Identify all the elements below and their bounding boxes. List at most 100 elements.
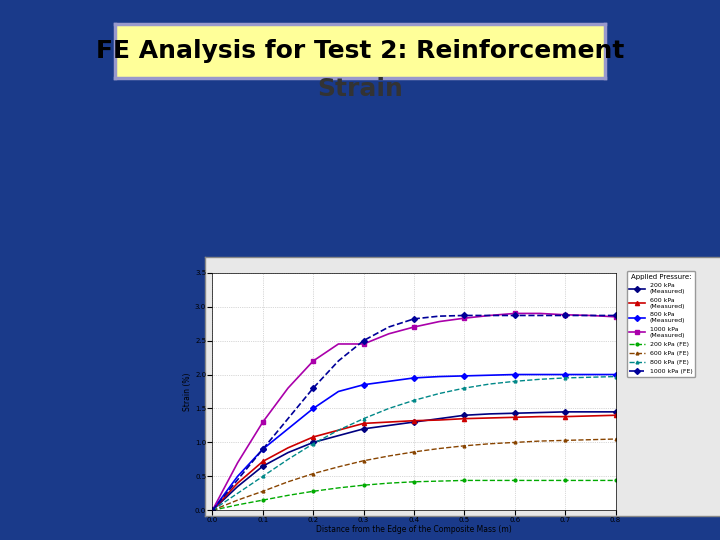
1000 kPa
(Measured) xyxy=(611,314,620,320)
1000 kPa (FE) xyxy=(510,312,519,319)
800 kPa
(Measured) xyxy=(460,373,469,379)
1000 kPa (FE) xyxy=(586,312,595,319)
600 kPa
(Measured) xyxy=(334,427,343,434)
1000 kPa (FE) xyxy=(611,312,620,319)
200 kPa (FE) xyxy=(284,492,292,498)
1000 kPa
(Measured) xyxy=(284,385,292,392)
800 kPa (FE) xyxy=(611,373,620,380)
1000 kPa (FE) xyxy=(536,312,544,319)
X-axis label: Distance from the Edge of the Composite Mass (m): Distance from the Edge of the Composite … xyxy=(316,525,512,534)
600 kPa (FE) xyxy=(334,464,343,470)
800 kPa (FE) xyxy=(586,374,595,381)
1000 kPa (FE) xyxy=(233,476,242,483)
Line: 600 kPa (FE): 600 kPa (FE) xyxy=(211,437,617,512)
200 kPa
(Measured) xyxy=(510,410,519,416)
1000 kPa
(Measured) xyxy=(410,324,418,330)
800 kPa
(Measured) xyxy=(208,507,217,514)
600 kPa (FE) xyxy=(359,457,368,464)
600 kPa
(Measured) xyxy=(435,417,444,423)
200 kPa (FE) xyxy=(208,507,217,514)
200 kPa (FE) xyxy=(586,477,595,484)
1000 kPa (FE) xyxy=(485,312,494,319)
200 kPa (FE) xyxy=(384,480,393,487)
600 kPa (FE) xyxy=(284,478,292,485)
600 kPa (FE) xyxy=(485,441,494,447)
1000 kPa (FE) xyxy=(384,324,393,330)
200 kPa
(Measured) xyxy=(359,426,368,432)
600 kPa
(Measured) xyxy=(460,415,469,422)
1000 kPa (FE) xyxy=(208,507,217,514)
200 kPa (FE) xyxy=(611,477,620,484)
200 kPa
(Measured) xyxy=(586,409,595,415)
600 kPa
(Measured) xyxy=(410,417,418,424)
1000 kPa
(Measured) xyxy=(384,330,393,337)
200 kPa (FE) xyxy=(309,488,318,495)
600 kPa (FE) xyxy=(536,438,544,444)
600 kPa
(Measured) xyxy=(384,419,393,426)
600 kPa
(Measured) xyxy=(485,415,494,421)
600 kPa (FE) xyxy=(384,453,393,459)
600 kPa
(Measured) xyxy=(510,414,519,421)
600 kPa
(Measured) xyxy=(233,480,242,487)
Text: Strain: Strain xyxy=(317,77,403,101)
600 kPa (FE) xyxy=(410,449,418,455)
200 kPa (FE) xyxy=(485,477,494,484)
1000 kPa
(Measured) xyxy=(258,419,267,426)
1000 kPa (FE) xyxy=(284,415,292,422)
Line: 200 kPa
(Measured): 200 kPa (Measured) xyxy=(210,410,618,512)
600 kPa (FE) xyxy=(309,470,318,477)
200 kPa (FE) xyxy=(233,502,242,508)
1000 kPa (FE) xyxy=(435,313,444,319)
1000 kPa (FE) xyxy=(460,312,469,319)
200 kPa (FE) xyxy=(561,477,570,484)
Y-axis label: Strain (%): Strain (%) xyxy=(183,372,192,411)
800 kPa
(Measured) xyxy=(510,372,519,378)
800 kPa (FE) xyxy=(536,376,544,382)
1000 kPa
(Measured) xyxy=(359,341,368,347)
1000 kPa (FE) xyxy=(410,315,418,322)
600 kPa (FE) xyxy=(208,507,217,514)
800 kPa (FE) xyxy=(435,390,444,397)
800 kPa (FE) xyxy=(410,397,418,403)
200 kPa
(Measured) xyxy=(309,439,318,446)
600 kPa
(Measured) xyxy=(611,412,620,418)
200 kPa
(Measured) xyxy=(485,410,494,417)
Line: 200 kPa (FE): 200 kPa (FE) xyxy=(211,479,617,512)
200 kPa
(Measured) xyxy=(284,449,292,456)
200 kPa
(Measured) xyxy=(460,412,469,418)
600 kPa
(Measured) xyxy=(561,414,570,420)
800 kPa (FE) xyxy=(258,473,267,480)
800 kPa (FE) xyxy=(384,405,393,411)
800 kPa (FE) xyxy=(233,490,242,497)
800 kPa
(Measured) xyxy=(561,372,570,378)
800 kPa
(Measured) xyxy=(258,446,267,453)
600 kPa
(Measured) xyxy=(359,420,368,427)
600 kPa (FE) xyxy=(435,446,444,452)
200 kPa
(Measured) xyxy=(410,419,418,426)
1000 kPa (FE) xyxy=(309,385,318,392)
200 kPa
(Measured) xyxy=(435,415,444,422)
200 kPa
(Measured) xyxy=(561,409,570,415)
200 kPa (FE) xyxy=(359,482,368,488)
1000 kPa
(Measured) xyxy=(334,341,343,347)
600 kPa
(Measured) xyxy=(208,507,217,514)
800 kPa
(Measured) xyxy=(435,373,444,380)
Line: 800 kPa (FE): 800 kPa (FE) xyxy=(211,375,617,512)
600 kPa
(Measured) xyxy=(284,444,292,451)
800 kPa (FE) xyxy=(309,441,318,447)
1000 kPa
(Measured) xyxy=(586,312,595,319)
800 kPa (FE) xyxy=(284,456,292,463)
800 kPa
(Measured) xyxy=(384,378,393,384)
1000 kPa (FE) xyxy=(334,357,343,364)
800 kPa
(Measured) xyxy=(359,381,368,388)
1000 kPa
(Measured) xyxy=(510,310,519,316)
1000 kPa (FE) xyxy=(258,446,267,453)
Line: 800 kPa
(Measured): 800 kPa (Measured) xyxy=(210,373,618,512)
200 kPa
(Measured) xyxy=(536,409,544,416)
1000 kPa (FE) xyxy=(561,312,570,319)
600 kPa (FE) xyxy=(460,443,469,449)
600 kPa (FE) xyxy=(586,436,595,443)
200 kPa (FE) xyxy=(510,477,519,484)
800 kPa (FE) xyxy=(460,385,469,392)
600 kPa (FE) xyxy=(233,497,242,503)
